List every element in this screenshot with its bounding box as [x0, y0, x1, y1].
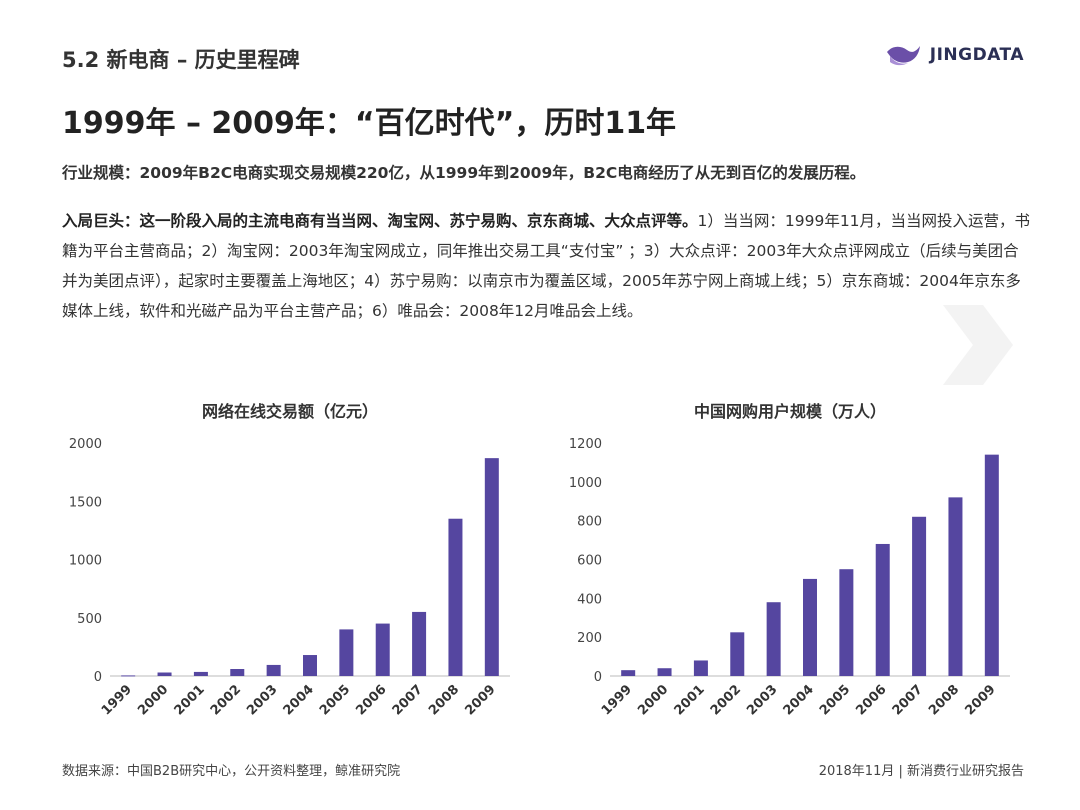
x-tick-label: 2003 — [744, 682, 780, 718]
watermark-icon — [943, 305, 1013, 385]
x-tick-label: 2002 — [208, 682, 244, 718]
bar-2003 — [766, 602, 781, 676]
bar-2000 — [157, 672, 172, 676]
x-tick-label: 1999 — [599, 682, 635, 718]
giants-paragraph: 入局巨头：这一阶段入局的主流电商有当当网、淘宝网、苏宁易购、京东商城、大众点评等… — [62, 206, 1032, 326]
logo: JINGDATA — [886, 42, 1024, 68]
bar-2001 — [693, 660, 708, 676]
bar-2004 — [303, 655, 317, 676]
x-tick-label: 2005 — [317, 682, 353, 718]
bar-2005 — [839, 569, 854, 676]
x-tick-label: 2004 — [281, 682, 317, 718]
bar-1999 — [121, 675, 136, 677]
x-tick-label: 2009 — [462, 682, 498, 718]
x-tick-label: 2006 — [853, 682, 889, 718]
y-tick-label: 200 — [577, 631, 602, 646]
giants-body: 1）当当网：1999年11月，当当网投入运营，书籍为平台主营商品；2）淘宝网：2… — [62, 212, 1031, 320]
x-tick-label: 2006 — [353, 682, 389, 718]
x-tick-label: 1999 — [99, 682, 135, 718]
bar-2000 — [657, 668, 672, 676]
x-tick-label: 2008 — [926, 682, 962, 718]
industry-scale-paragraph: 行业规模：2009年B2C电商实现交易规模220亿，从1999年到2009年，B… — [62, 164, 866, 182]
x-tick-label: 2000 — [635, 682, 671, 718]
x-tick-label: 2007 — [890, 682, 926, 718]
x-tick-label: 2007 — [390, 682, 426, 718]
bar-2001 — [193, 671, 208, 676]
bar-2008 — [448, 518, 463, 676]
bar-2009 — [484, 458, 499, 676]
y-tick-label: 1500 — [69, 495, 102, 510]
chart-title: 网络在线交易额（亿元） — [201, 402, 378, 421]
x-tick-label: 2001 — [172, 682, 208, 718]
bar-2004 — [803, 578, 817, 676]
bar-2007 — [412, 611, 427, 676]
y-tick-label: 800 — [577, 515, 602, 530]
bar-2005 — [339, 629, 354, 676]
bar-1999 — [621, 670, 636, 676]
y-tick-label: 600 — [577, 554, 602, 569]
section-title: 5.2 新电商 – 历史里程碑 — [62, 48, 300, 72]
bar-2007 — [912, 516, 927, 676]
whale-logo-icon — [886, 46, 920, 66]
x-tick-label: 2005 — [817, 682, 853, 718]
page-headline: 1999年 – 2009年：“百亿时代”，历时11年 — [62, 106, 677, 141]
y-tick-label: 1000 — [569, 476, 602, 491]
bar-2003 — [266, 664, 281, 676]
bar-2006 — [375, 623, 390, 676]
x-tick-label: 2001 — [672, 682, 708, 718]
online-shopper-chart: 中国网购用户规模（万人） 0 200 400 600 800 1000 1200 1999 20… — [540, 398, 1040, 733]
data-source: 数据来源：中国B2B研究中心，公开资料整理，鲸准研究院 — [62, 764, 401, 779]
y-tick-label: 2000 — [69, 437, 102, 452]
x-tick-label: 2009 — [962, 682, 998, 718]
report-date: 2018年11月 | 新消费行业研究报告 — [818, 764, 1024, 779]
transaction-volume-chart: 网络在线交易额（亿元） 0 500 1000 1500 2000 1999 2000 2001… — [40, 398, 540, 733]
y-tick-label: 400 — [577, 592, 602, 607]
x-tick-label: 2004 — [781, 682, 817, 718]
bar-2006 — [875, 543, 890, 676]
bar-2009 — [984, 454, 999, 676]
bar-2002 — [230, 669, 245, 676]
y-tick-label: 1200 — [569, 437, 602, 452]
x-tick-label: 2000 — [135, 682, 171, 718]
y-tick-label: 500 — [77, 612, 102, 627]
chart-title: 中国网购用户规模（万人） — [693, 402, 886, 421]
y-tick-label: 0 — [94, 670, 102, 685]
giants-lead: 入局巨头：这一阶段入局的主流电商有当当网、淘宝网、苏宁易购、京东商城、大众点评等… — [62, 212, 698, 230]
x-tick-label: 2003 — [244, 682, 280, 718]
x-tick-label: 2008 — [426, 682, 462, 718]
x-tick-label: 2002 — [708, 682, 744, 718]
bar-2008 — [948, 497, 963, 676]
y-tick-label: 0 — [594, 670, 602, 685]
logo-text: JINGDATA — [929, 45, 1024, 65]
y-tick-label: 1000 — [69, 554, 102, 569]
bar-2002 — [730, 632, 745, 676]
